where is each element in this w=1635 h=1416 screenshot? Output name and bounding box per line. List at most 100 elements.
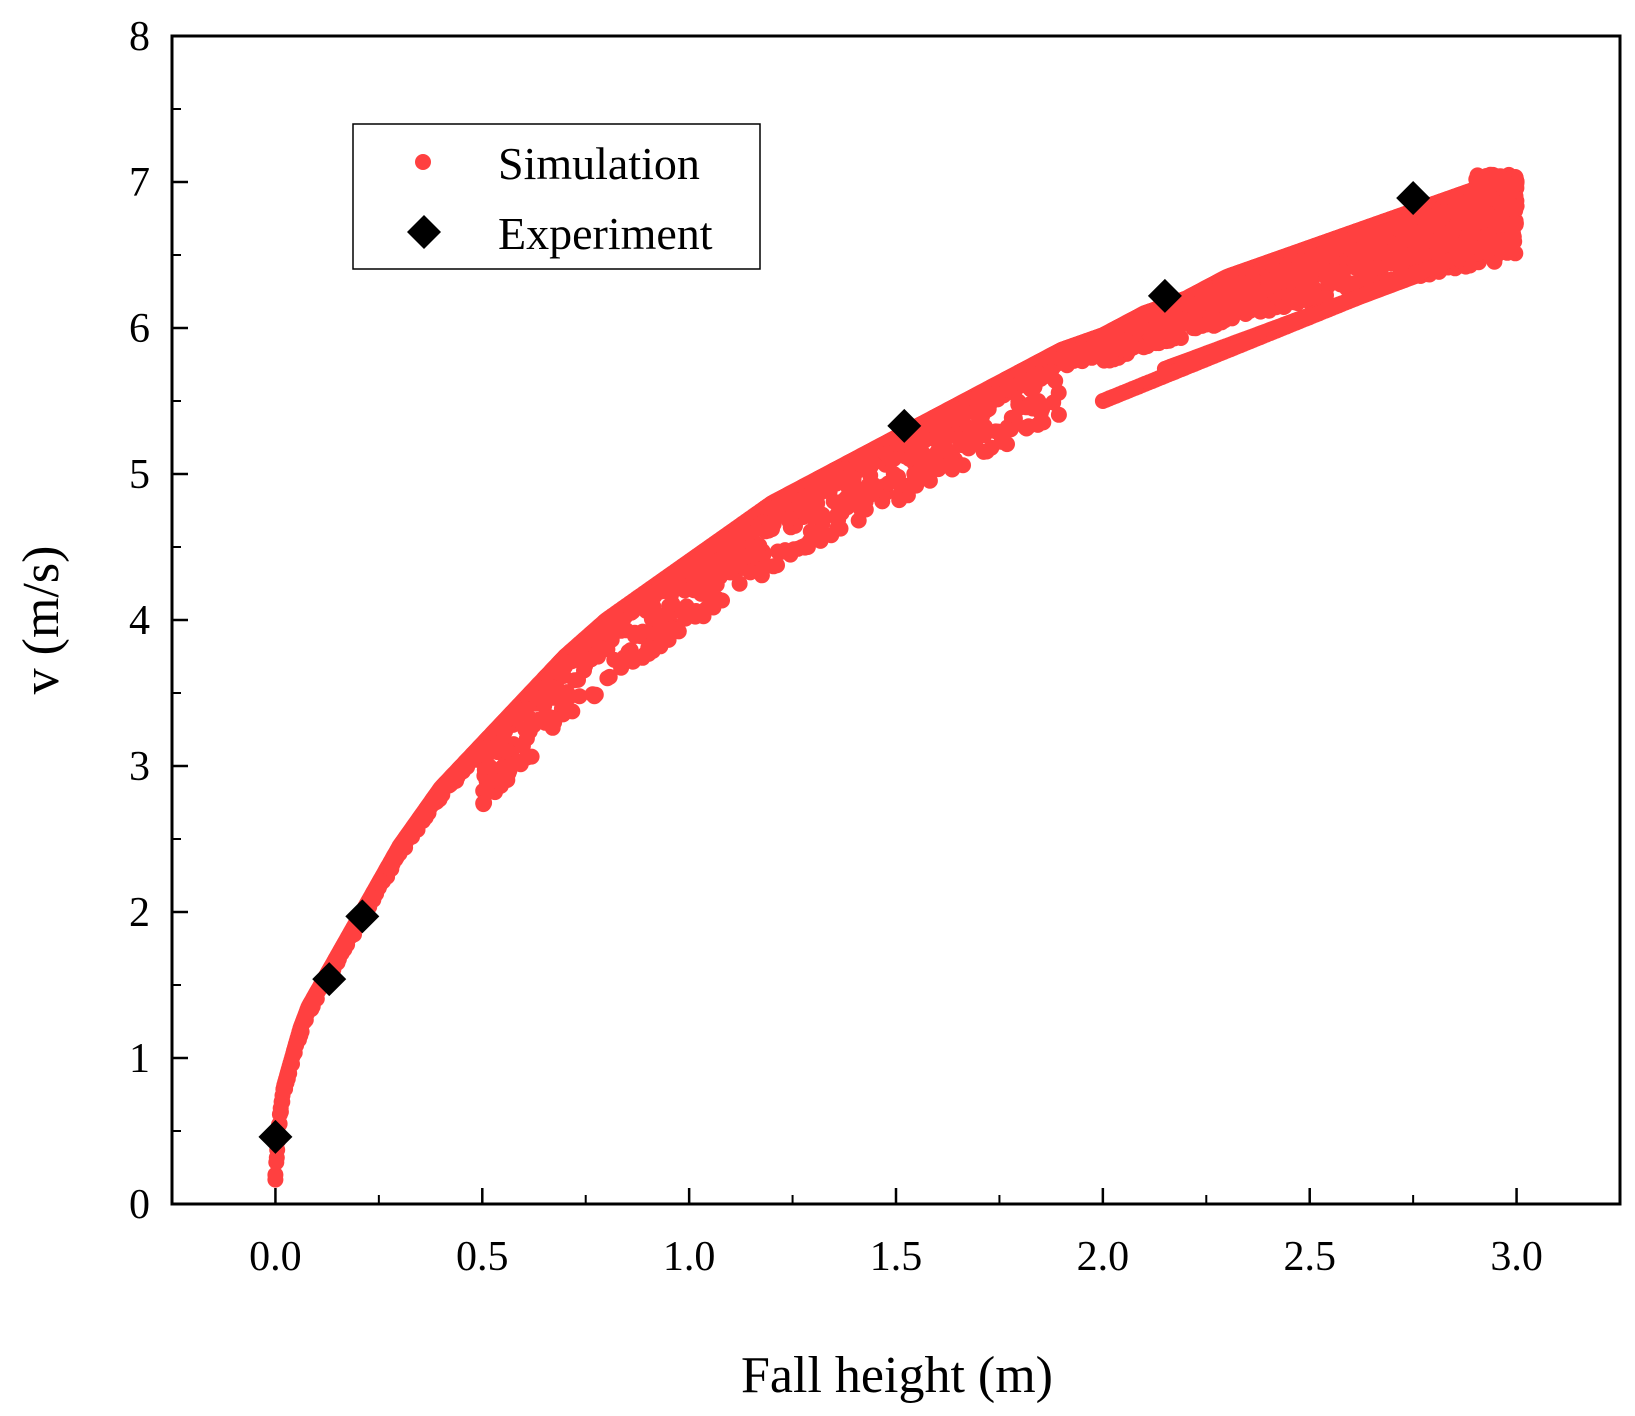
simulation-point [1304,287,1320,304]
simulation-point [634,623,651,640]
simulation-point [1369,259,1386,276]
x-tick-label: 0.0 [249,1234,302,1280]
simulation-point [582,631,599,648]
simulation-point [1289,295,1306,312]
simulation-point [1436,227,1453,244]
simulation-point [557,656,573,673]
simulation-point [678,598,695,615]
simulation-point [742,564,759,581]
simulation-point [1216,311,1233,327]
simulation-point [637,646,653,663]
simulation-point [910,430,927,447]
simulation-point [891,492,908,509]
simulation-point [601,668,618,685]
x-tick-label: 0.5 [456,1234,509,1280]
simulation-points [267,166,1525,1188]
simulation-point [977,387,994,404]
simulation-point [1347,259,1364,276]
x-tick-label: 2.5 [1283,1234,1336,1280]
y-tick-label: 2 [129,890,150,936]
simulation-point [1393,220,1410,237]
simulation-point [267,1171,284,1188]
simulation-point [1204,294,1221,311]
experiment-point [345,899,380,934]
y-tick-label: 1 [129,1036,150,1082]
experiment-point [258,1119,293,1154]
simulation-point [1216,270,1233,287]
simulation-point [1313,246,1329,263]
y-axis: 0 1 2 3 4 5 6 7 8 [129,14,188,1228]
x-axis-title: Fall height (m) [741,1347,1053,1404]
simulation-point [649,625,665,642]
y-tick-label: 4 [129,598,150,644]
simulation-point [1405,228,1422,245]
simulation-point [577,657,594,674]
simulation-point [860,487,877,504]
experiment-point [1147,278,1182,313]
simulation-point [693,575,710,592]
simulation-point [1018,399,1035,416]
simulation-point [1150,313,1167,330]
simulation-point [1324,237,1340,254]
y-tick-label: 7 [129,160,150,206]
simulation-point [765,516,782,533]
simulation-point [606,651,623,668]
simulation-point [1190,316,1207,333]
simulation-point [1306,261,1323,278]
simulation-point [268,1149,285,1166]
simulation-point [1390,254,1407,271]
simulation-point [1263,256,1280,273]
simulation-point [792,500,809,517]
y-axis-title: v (m/s) [13,546,70,695]
simulation-point [1366,241,1383,258]
simulation-point [1259,281,1276,298]
legend-experiment-marker [407,215,441,249]
simulation-point [1358,230,1375,247]
x-tick-label: 3.0 [1490,1234,1543,1280]
simulation-point [518,701,534,718]
simulation-point [525,717,542,734]
simulation-point [498,712,515,729]
simulation-point [926,413,943,430]
simulation-point [274,1093,291,1110]
simulation-point [926,431,943,448]
simulation-point [1367,218,1384,235]
simulation-point [823,527,840,544]
simulation-point [801,533,818,550]
simulation-point [1256,300,1273,317]
y-tick-label: 3 [129,744,150,790]
simulation-point [661,574,678,591]
simulation-point [713,563,730,580]
simulation-point [882,450,899,467]
simulation-point [715,530,732,547]
simulation-point [523,748,540,765]
simulation-point [813,484,830,501]
simulation-point [571,688,588,705]
simulation-point [518,730,535,747]
simulation-point [1237,278,1254,294]
simulation-point [1129,321,1146,338]
experiment-point [312,962,347,997]
simulation-point [594,640,611,657]
simulation-point [544,709,561,726]
simulation-point [1050,406,1067,423]
simulation-point [810,503,827,520]
simulation-point [566,672,583,689]
simulation-point [912,467,929,484]
simulation-point [484,772,501,789]
simulation-point [677,610,694,627]
simulation-point [980,400,996,417]
simulation-point [828,508,845,525]
simulation-point [1018,420,1035,437]
simulation-point [1282,262,1299,279]
simulation-point [1045,394,1062,411]
simulation-point [983,439,1000,456]
simulation-point [664,595,681,612]
legend-experiment-label: Experiment [498,208,713,259]
simulation-point [1469,196,1486,213]
experiment-point [1396,181,1431,216]
y-tick-label: 0 [129,1182,150,1228]
simulation-point [587,686,604,703]
simulation-point [643,611,660,628]
